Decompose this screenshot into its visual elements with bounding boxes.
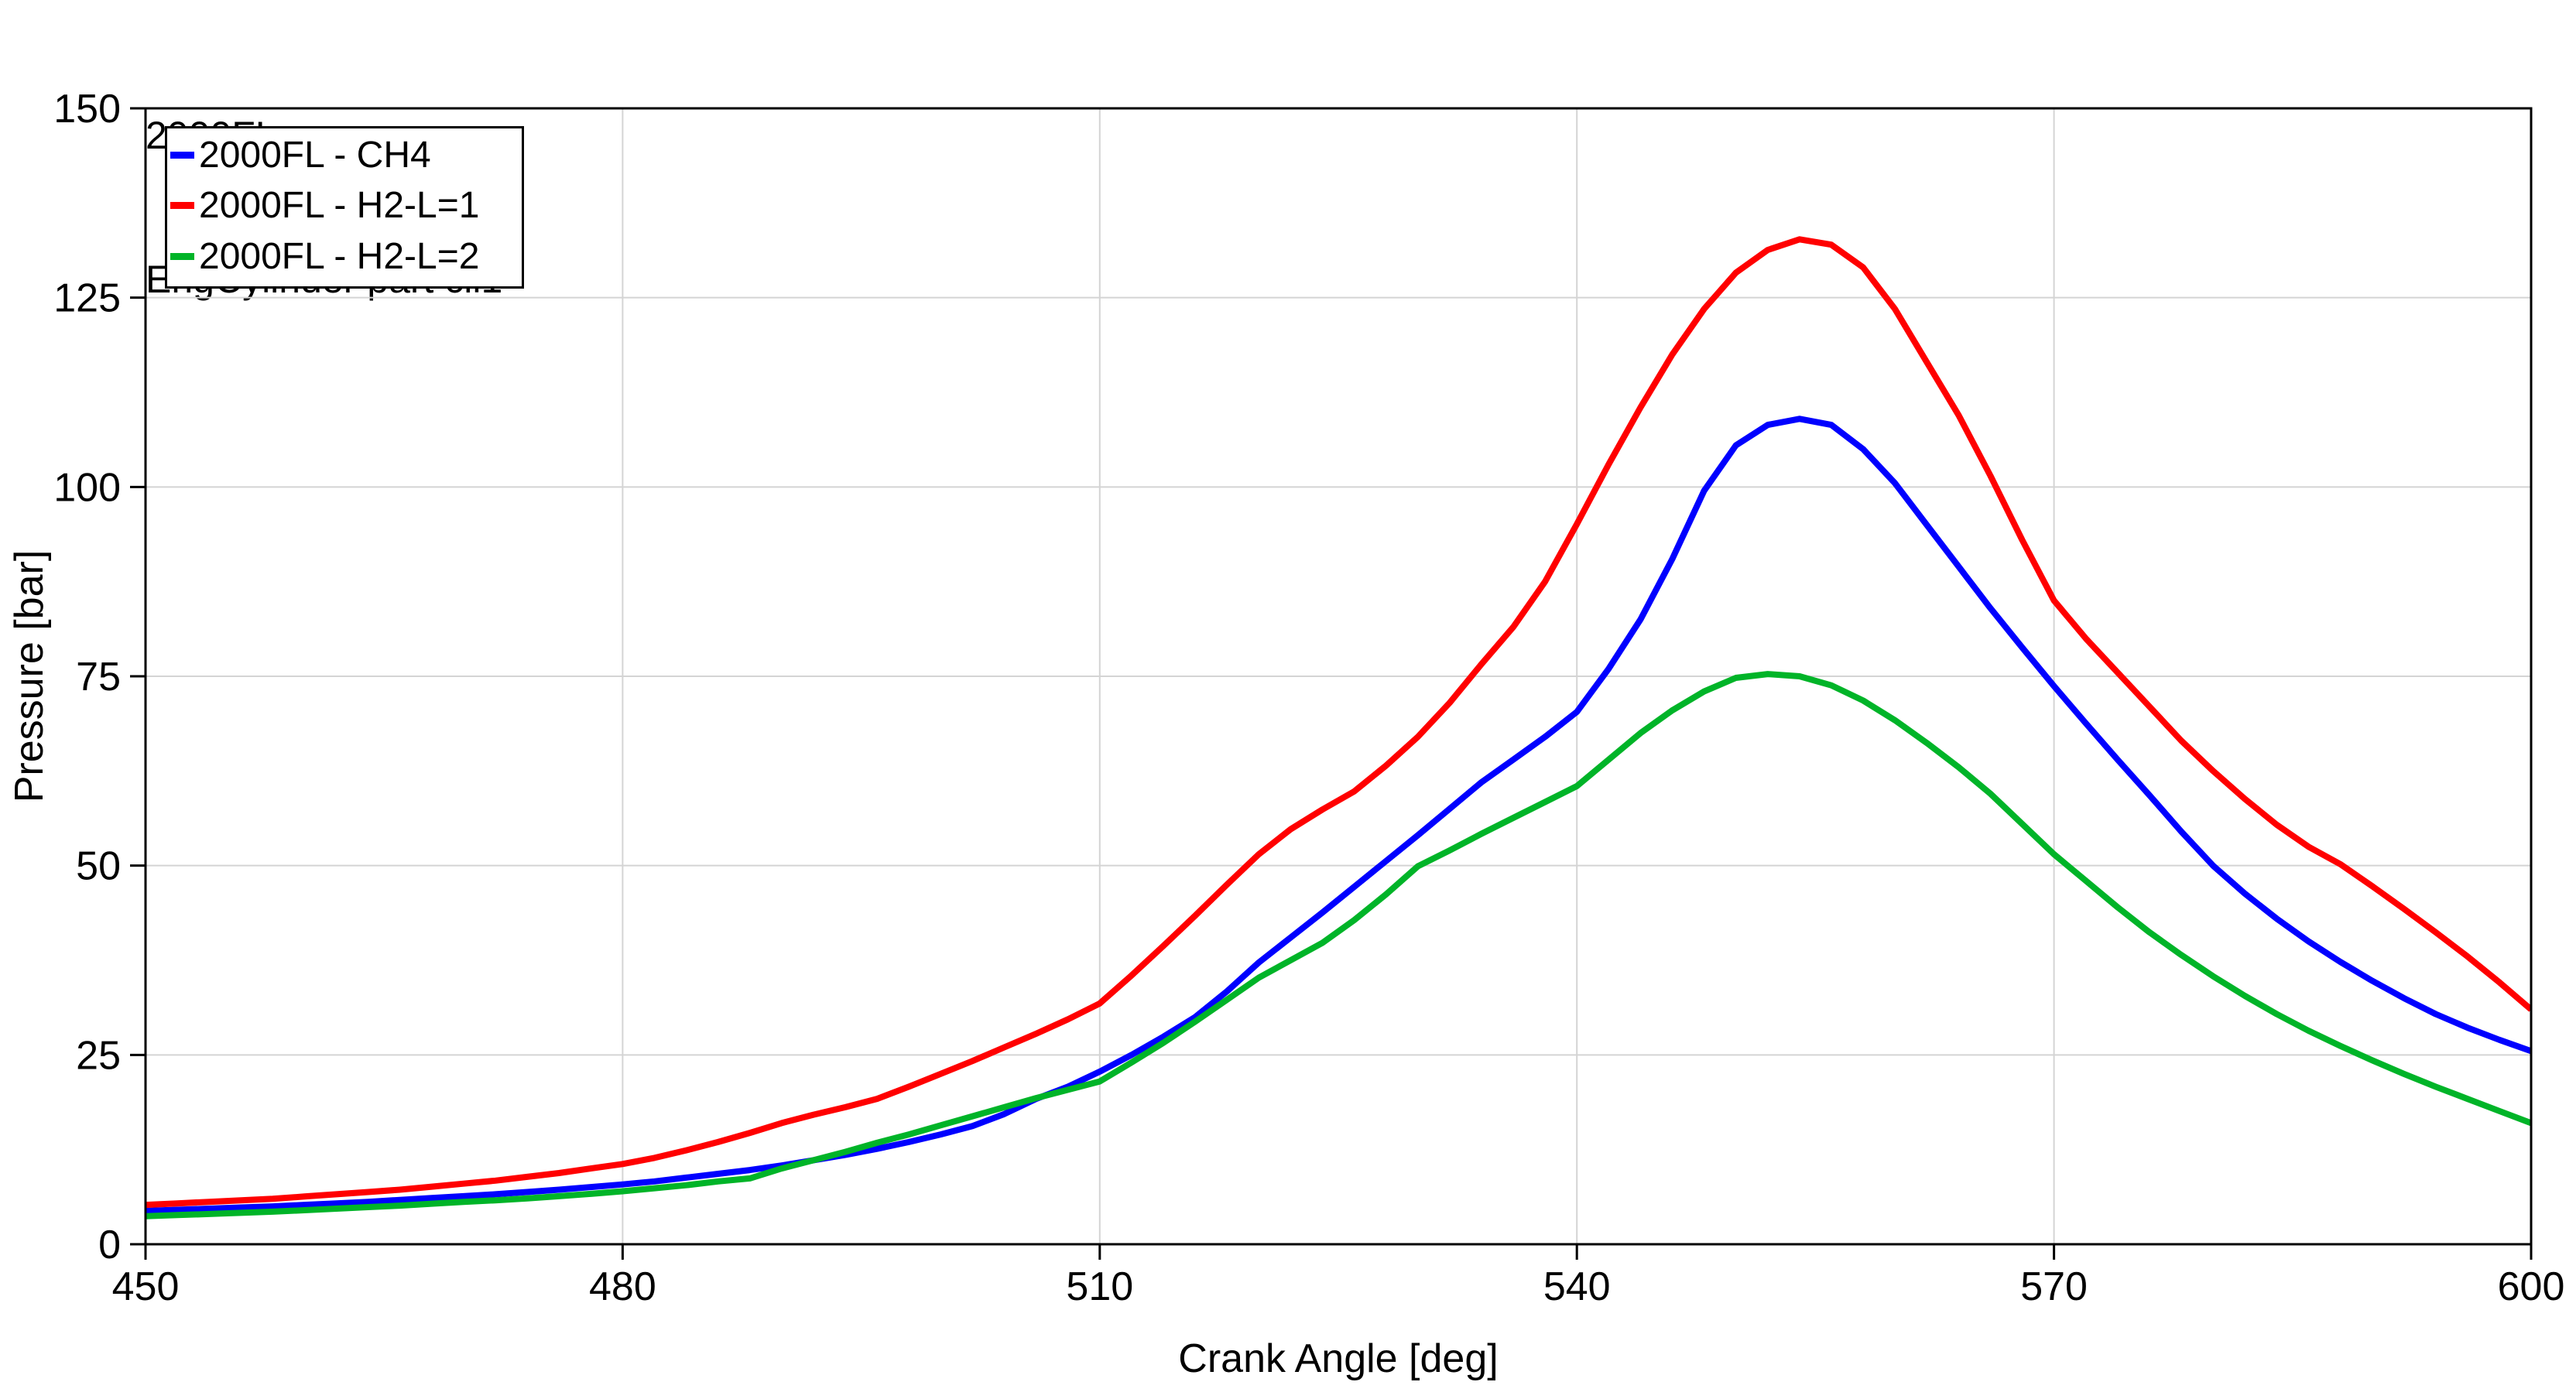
legend-line-sample-green: [170, 252, 194, 260]
y-tick-label: 100: [53, 465, 121, 510]
x-axis-label: Crank Angle [deg]: [1178, 1336, 1499, 1381]
legend: 2000FL - CH4 2000FL - H2-L=1 2000FL - H2…: [165, 126, 524, 289]
x-tick-label: 570: [2020, 1264, 2088, 1309]
x-tick-label: 450: [112, 1264, 180, 1309]
legend-item-h2-l1: 2000FL - H2-L=1: [167, 181, 522, 231]
x-tick-label: 540: [1543, 1264, 1611, 1309]
legend-label: 2000FL - H2-L=2: [199, 235, 480, 277]
legend-line-sample-blue: [170, 152, 194, 159]
legend-line-sample-red: [170, 202, 194, 210]
series-line-h2-l2: [146, 671, 2531, 1219]
y-tick-label: 50: [76, 844, 121, 889]
x-tick-label: 480: [589, 1264, 656, 1309]
series-line-ch4: [146, 416, 2531, 1214]
y-tick-label: 125: [53, 276, 121, 321]
legend-label: 2000FL - H2-L=1: [199, 185, 480, 227]
y-tick-label: 0: [98, 1223, 121, 1267]
legend-item-h2-l2: 2000FL - H2-L=2: [167, 231, 522, 281]
x-tick-label: 510: [1066, 1264, 1133, 1309]
legend-label: 2000FL - CH4: [199, 135, 431, 176]
legend-item-ch4: 2000FL - CH4: [167, 131, 522, 180]
series-line-h2-l1: [146, 236, 2531, 1209]
y-tick-label: 150: [53, 87, 121, 132]
y-tick-label: 75: [76, 655, 121, 700]
y-tick-label: 25: [76, 1033, 121, 1078]
x-tick-label: 600: [2498, 1264, 2565, 1309]
